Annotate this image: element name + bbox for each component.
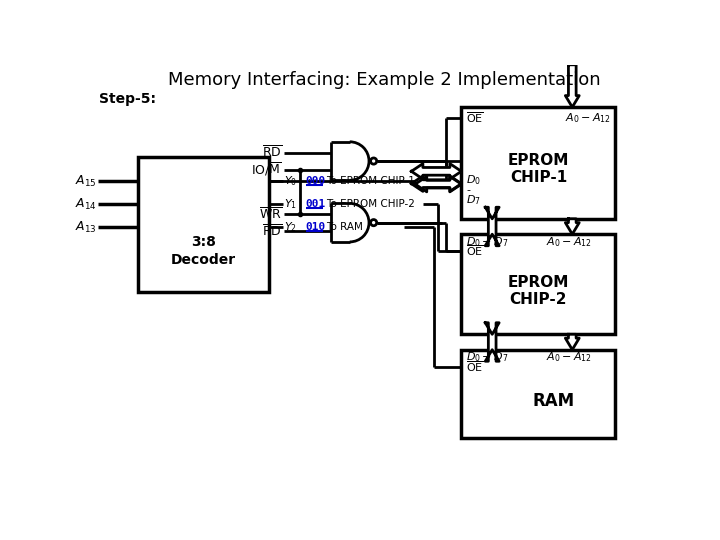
Text: To EPROM CHIP-2: To EPROM CHIP-2 — [326, 199, 415, 210]
Text: -: - — [466, 185, 470, 195]
Bar — [462, 234, 616, 334]
Text: $A_{14}$: $A_{14}$ — [75, 197, 96, 212]
Polygon shape — [485, 323, 499, 361]
Text: $Y_2$: $Y_2$ — [284, 220, 297, 234]
Polygon shape — [411, 164, 462, 179]
Text: $A_0 - A_{12}$: $A_0 - A_{12}$ — [546, 235, 592, 249]
Bar — [138, 157, 269, 292]
Text: $A_0 - A_{12}$: $A_0 - A_{12}$ — [546, 350, 592, 365]
Text: $D_0 - D_7$: $D_0 - D_7$ — [466, 350, 508, 365]
Text: $A_0 - A_{12}$: $A_0 - A_{12}$ — [565, 111, 611, 125]
Polygon shape — [415, 177, 462, 192]
Polygon shape — [411, 176, 462, 191]
Text: Decoder: Decoder — [171, 253, 236, 267]
Text: $\overline{\rm RD}$: $\overline{\rm RD}$ — [261, 224, 282, 239]
Text: $A_{13}$: $A_{13}$ — [75, 220, 96, 235]
Text: 3:8: 3:8 — [191, 235, 216, 249]
Text: EPROM: EPROM — [508, 153, 569, 168]
Text: $\overline{\rm WR}$: $\overline{\rm WR}$ — [259, 206, 282, 222]
Text: EPROM: EPROM — [508, 275, 569, 290]
Text: Memory Interfacing: Example 2 Implementation: Memory Interfacing: Example 2 Implementa… — [168, 71, 600, 89]
Polygon shape — [565, 334, 579, 350]
Text: IO/$\overline{\rm M}$: IO/$\overline{\rm M}$ — [251, 161, 282, 178]
Text: RAM: RAM — [533, 392, 575, 410]
Text: To RAM: To RAM — [326, 222, 363, 232]
Text: CHIP-2: CHIP-2 — [510, 292, 567, 307]
Text: $A_{15}$: $A_{15}$ — [75, 174, 96, 189]
Polygon shape — [565, 219, 579, 234]
Text: $\overline{\rm OE}$: $\overline{\rm OE}$ — [466, 244, 484, 259]
Bar — [462, 107, 616, 219]
Polygon shape — [485, 207, 499, 246]
Text: CHIP-1: CHIP-1 — [510, 170, 567, 185]
Text: $Y_0$: $Y_0$ — [284, 174, 297, 188]
Text: 010: 010 — [306, 222, 326, 232]
Text: $\overline{\rm OE}$: $\overline{\rm OE}$ — [466, 359, 484, 374]
Text: 001: 001 — [306, 199, 326, 210]
Text: $D_0$: $D_0$ — [466, 173, 481, 187]
Bar — [462, 350, 616, 438]
Text: $D_7$: $D_7$ — [466, 193, 481, 207]
Text: $Y_1$: $Y_1$ — [284, 198, 297, 211]
Text: $D_0 - D_7$: $D_0 - D_7$ — [466, 235, 508, 249]
Polygon shape — [565, 65, 579, 107]
Text: $\overline{\rm OE}$: $\overline{\rm OE}$ — [466, 111, 484, 125]
Text: To EPROM CHIP-1: To EPROM CHIP-1 — [326, 177, 415, 186]
Text: 000: 000 — [306, 177, 326, 186]
Text: Step-5:: Step-5: — [99, 92, 156, 106]
Text: $\overline{\rm RD}$: $\overline{\rm RD}$ — [261, 145, 282, 160]
